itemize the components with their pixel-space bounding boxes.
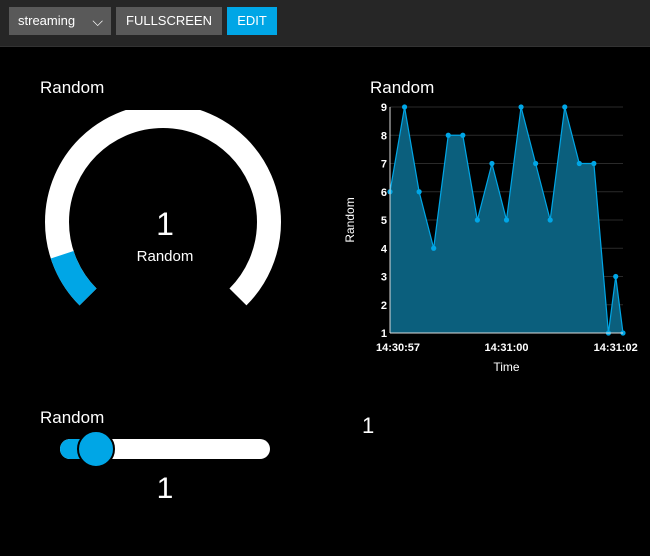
y-axis-label: Random bbox=[343, 197, 357, 242]
data-point bbox=[474, 217, 480, 223]
data-point bbox=[401, 104, 408, 110]
slider-title: Random bbox=[40, 408, 105, 427]
x-tick-label: 14:30:57 bbox=[376, 342, 420, 354]
gauge-title: Random bbox=[40, 78, 105, 97]
x-tick-label: 14:31:00 bbox=[484, 342, 528, 354]
data-point bbox=[445, 132, 451, 138]
edit-button[interactable]: EDIT bbox=[227, 7, 277, 35]
area-chart: 1 2 3 4 5 6 7 8 9 14:30:57 14:31:00 14:31:02 Time Ran… bbox=[343, 102, 638, 374]
series-line bbox=[389, 106, 624, 334]
dashboard-toolbar: streaming ⌵ FULLSCREEN EDIT bbox=[0, 0, 650, 47]
slider-value: 1 bbox=[156, 472, 174, 505]
data-point bbox=[613, 273, 619, 280]
data-point bbox=[460, 132, 466, 138]
x-tick-label: 14:31:02 bbox=[594, 342, 638, 354]
dashboard-select[interactable]: streaming ⌵ bbox=[9, 7, 111, 35]
y-tick-label: 3 bbox=[381, 272, 387, 284]
chart-title: Random bbox=[370, 78, 435, 97]
dashboard-select-value: streaming bbox=[18, 13, 76, 28]
y-tick-label: 5 bbox=[381, 215, 387, 227]
data-point bbox=[547, 217, 553, 223]
y-tick-label: 7 bbox=[381, 159, 387, 171]
fullscreen-button[interactable]: FULLSCREEN bbox=[116, 7, 222, 35]
text-widget-value: 1 bbox=[362, 413, 375, 438]
y-tick-label: 8 bbox=[381, 130, 387, 142]
data-point bbox=[576, 160, 582, 167]
data-point bbox=[431, 245, 437, 251]
y-tick-label: 2 bbox=[381, 300, 387, 312]
y-tick-label: 1 bbox=[381, 328, 387, 340]
data-point bbox=[503, 217, 510, 223]
data-point bbox=[518, 104, 524, 110]
gauge-widget: 1 Random bbox=[30, 104, 300, 340]
slider-handle[interactable] bbox=[77, 430, 116, 468]
gauge-svg bbox=[45, 104, 281, 306]
data-point bbox=[416, 189, 422, 195]
gauge-track bbox=[45, 104, 281, 306]
y-tick-label: 6 bbox=[381, 187, 387, 199]
y-tick-label: 4 bbox=[381, 243, 388, 255]
data-point bbox=[562, 104, 568, 110]
y-tick-label: 9 bbox=[381, 102, 387, 114]
x-axis-label: Time bbox=[493, 360, 520, 374]
data-point bbox=[489, 160, 495, 167]
gauge-label: Random bbox=[136, 248, 194, 265]
data-point bbox=[533, 160, 539, 167]
gauge-fill bbox=[50, 250, 97, 306]
data-point bbox=[591, 160, 597, 167]
gauge-value: 1 bbox=[156, 206, 174, 242]
chevron-down-icon: ⌵ bbox=[92, 13, 103, 29]
